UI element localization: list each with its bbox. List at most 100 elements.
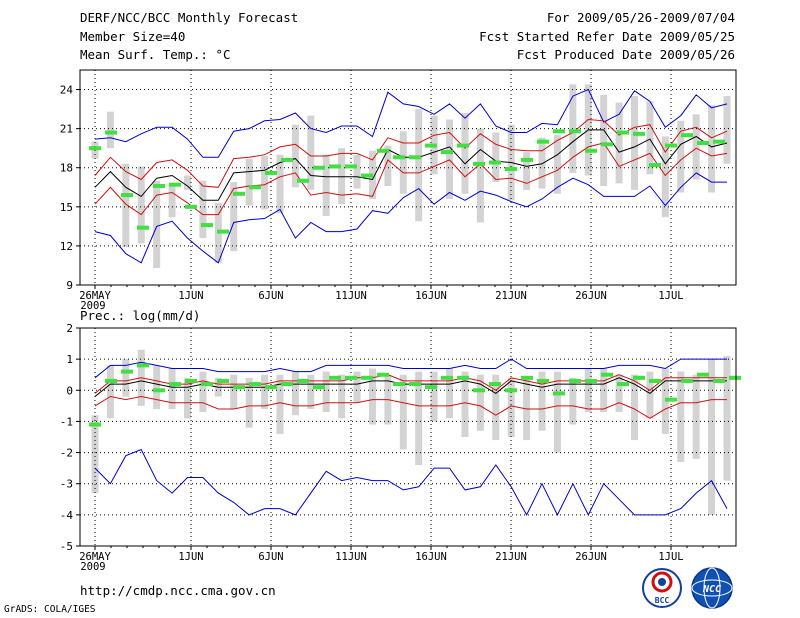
y-tick-label: 18 bbox=[60, 162, 73, 175]
member-box bbox=[276, 154, 284, 214]
series-spread-upper bbox=[94, 374, 727, 394]
observed-mark bbox=[233, 191, 245, 196]
observed-mark bbox=[425, 143, 437, 148]
member-box bbox=[446, 368, 454, 419]
member-box bbox=[569, 377, 577, 425]
observed-mark bbox=[441, 375, 453, 380]
member-box bbox=[523, 152, 531, 190]
observed-mark bbox=[105, 378, 117, 383]
observed-mark bbox=[265, 385, 277, 390]
member-box bbox=[430, 371, 438, 422]
observed-mark bbox=[393, 155, 405, 160]
x-tick-label: 26MAY bbox=[79, 551, 111, 563]
member-box bbox=[723, 96, 731, 164]
member-box bbox=[461, 371, 469, 437]
member-box bbox=[538, 371, 546, 431]
member-box bbox=[199, 180, 207, 239]
member-box bbox=[384, 145, 392, 186]
member-box bbox=[646, 371, 654, 419]
precipitation-panel: -5 -4 -3 -2 -1 0 1 2 26MAY 1JUN 6JUN 11JUN 16JUN 21JU… bbox=[60, 322, 741, 573]
member-box bbox=[230, 374, 238, 409]
member-box bbox=[122, 163, 130, 248]
observed-mark bbox=[537, 139, 549, 144]
forecast-period-label: For 2009/05/26-2009/07/04 bbox=[546, 10, 735, 25]
y-tick-label: 12 bbox=[60, 240, 73, 253]
observed-mark bbox=[233, 385, 245, 390]
observed-mark bbox=[425, 385, 437, 390]
member-box bbox=[245, 377, 253, 428]
member-box bbox=[322, 371, 330, 413]
y-tick-label: 1 bbox=[66, 353, 73, 366]
x-tick-label: 1JUL bbox=[658, 551, 683, 563]
observed-mark bbox=[137, 225, 149, 230]
observed-mark bbox=[601, 372, 613, 377]
member-box bbox=[338, 374, 346, 419]
observed-mark bbox=[105, 130, 117, 135]
observed-mark bbox=[713, 139, 725, 144]
member-box bbox=[291, 371, 299, 416]
observed-mark bbox=[521, 375, 533, 380]
member-box bbox=[399, 374, 407, 450]
observed-mark bbox=[345, 164, 357, 169]
series-ensemble-max bbox=[94, 88, 728, 158]
observed-mark bbox=[697, 140, 709, 145]
logos: BCC NCC bbox=[642, 567, 733, 609]
observed-mark bbox=[457, 375, 469, 380]
observed-mark bbox=[249, 382, 261, 387]
observed-mark bbox=[329, 164, 341, 169]
bcc-logo: BCC bbox=[642, 568, 682, 608]
observed-mark bbox=[489, 382, 501, 387]
grads-credit: GrADS: COLA/IGES bbox=[4, 604, 96, 615]
series-ensemble-min bbox=[94, 448, 728, 517]
member-box bbox=[291, 124, 299, 188]
member-box bbox=[677, 120, 685, 193]
y-tick-label: -5 bbox=[60, 540, 73, 553]
observed-mark bbox=[537, 378, 549, 383]
observed-mark bbox=[521, 157, 533, 162]
source-url[interactable]: http://cmdp.ncc.cma.gov.cn bbox=[80, 583, 276, 598]
member-box bbox=[600, 368, 608, 413]
member-size-label: Member Size=40 bbox=[80, 29, 186, 44]
member-box bbox=[183, 377, 191, 419]
member-box bbox=[122, 359, 130, 397]
observed-mark bbox=[121, 369, 133, 374]
observed-mark bbox=[185, 204, 197, 209]
chart-title: DERF/NCC/BCC Monthly Forecast bbox=[80, 10, 299, 25]
y-tick-label: 2 bbox=[66, 322, 73, 335]
member-box bbox=[353, 154, 361, 189]
y-tick-label: -1 bbox=[60, 415, 73, 428]
member-box bbox=[677, 371, 685, 462]
member-box bbox=[106, 365, 114, 419]
member-box bbox=[153, 180, 161, 269]
observed-mark bbox=[137, 363, 149, 368]
observed-mark bbox=[281, 157, 293, 162]
x-tick-label: 16JUN bbox=[415, 290, 447, 302]
series-spread-lower bbox=[94, 395, 727, 419]
member-box bbox=[307, 115, 315, 190]
observed-mark bbox=[361, 375, 373, 380]
x-tick-label: 16JUN bbox=[415, 551, 447, 563]
bcc-logo-text: BCC bbox=[655, 596, 670, 605]
member-box bbox=[476, 128, 484, 223]
year-label: 2009 bbox=[80, 300, 105, 312]
x-tick-label: 1JUN bbox=[178, 290, 203, 302]
observed-mark bbox=[153, 183, 165, 188]
member-box bbox=[106, 111, 114, 149]
observed-mark bbox=[281, 382, 293, 387]
observed-mark bbox=[553, 129, 565, 134]
member-box bbox=[631, 374, 639, 441]
observed-mark bbox=[313, 385, 325, 390]
plot-frame bbox=[79, 327, 737, 547]
x-tick-label: 1JUN bbox=[178, 551, 203, 563]
precip-variable-label: Prec.: log(mm/d) bbox=[80, 308, 201, 323]
member-box bbox=[646, 101, 654, 175]
member-box bbox=[276, 374, 284, 434]
member-box bbox=[446, 119, 454, 199]
observed-mark bbox=[249, 185, 261, 190]
observed-mark bbox=[169, 382, 181, 387]
observed-mark bbox=[585, 378, 597, 383]
member-box bbox=[692, 374, 700, 459]
member-box bbox=[692, 114, 700, 180]
temperature-panel: 9 12 15 18 21 24 26MAY 1JUN 6JUN 11JUN 16JUN 21JUN 2… bbox=[60, 69, 737, 312]
